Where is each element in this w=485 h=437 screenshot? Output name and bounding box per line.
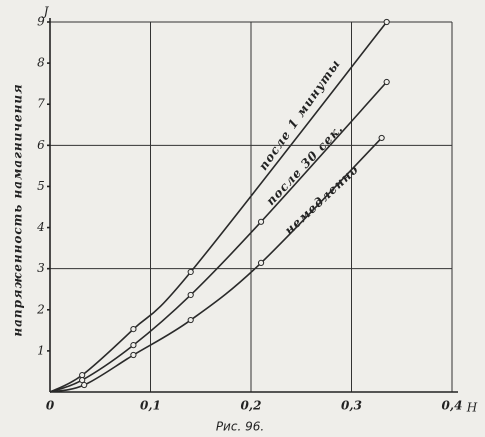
y-tick-label: 2 bbox=[36, 302, 45, 316]
x-axis-symbol: H bbox=[466, 401, 478, 415]
y-tick-label: 7 bbox=[37, 97, 45, 111]
y-tick-label: 1 bbox=[37, 343, 45, 357]
point bbox=[81, 381, 88, 389]
point bbox=[79, 376, 86, 384]
x-tick-label: 0 bbox=[46, 399, 55, 413]
y-tick-label: 8 bbox=[37, 56, 45, 70]
point bbox=[130, 351, 137, 359]
point bbox=[383, 78, 390, 86]
point bbox=[383, 18, 390, 26]
point bbox=[187, 268, 194, 276]
point bbox=[130, 326, 137, 333]
y-axis-title: напряженность намагничения bbox=[11, 83, 25, 336]
point bbox=[187, 291, 194, 299]
point bbox=[130, 342, 137, 349]
caption: Рис. 96. bbox=[216, 420, 264, 434]
x-tick-label: 0,4 bbox=[442, 399, 463, 413]
point bbox=[187, 316, 194, 324]
y-tick-label: 3 bbox=[37, 261, 45, 275]
point bbox=[257, 218, 265, 225]
y-tick-label: 9 bbox=[37, 15, 45, 29]
y-tick-label: 4 bbox=[36, 220, 45, 234]
point bbox=[79, 372, 86, 379]
x-tick-label: 0,3 bbox=[341, 399, 362, 413]
x-tick-label: 0,2 bbox=[241, 399, 262, 413]
point bbox=[257, 259, 265, 267]
y-tick-label: 5 bbox=[37, 179, 45, 193]
y-axis-symbol: J bbox=[41, 5, 50, 19]
x-tick-label: 0,1 bbox=[140, 399, 161, 413]
y-tick-label: 6 bbox=[37, 138, 45, 152]
point bbox=[378, 134, 385, 142]
